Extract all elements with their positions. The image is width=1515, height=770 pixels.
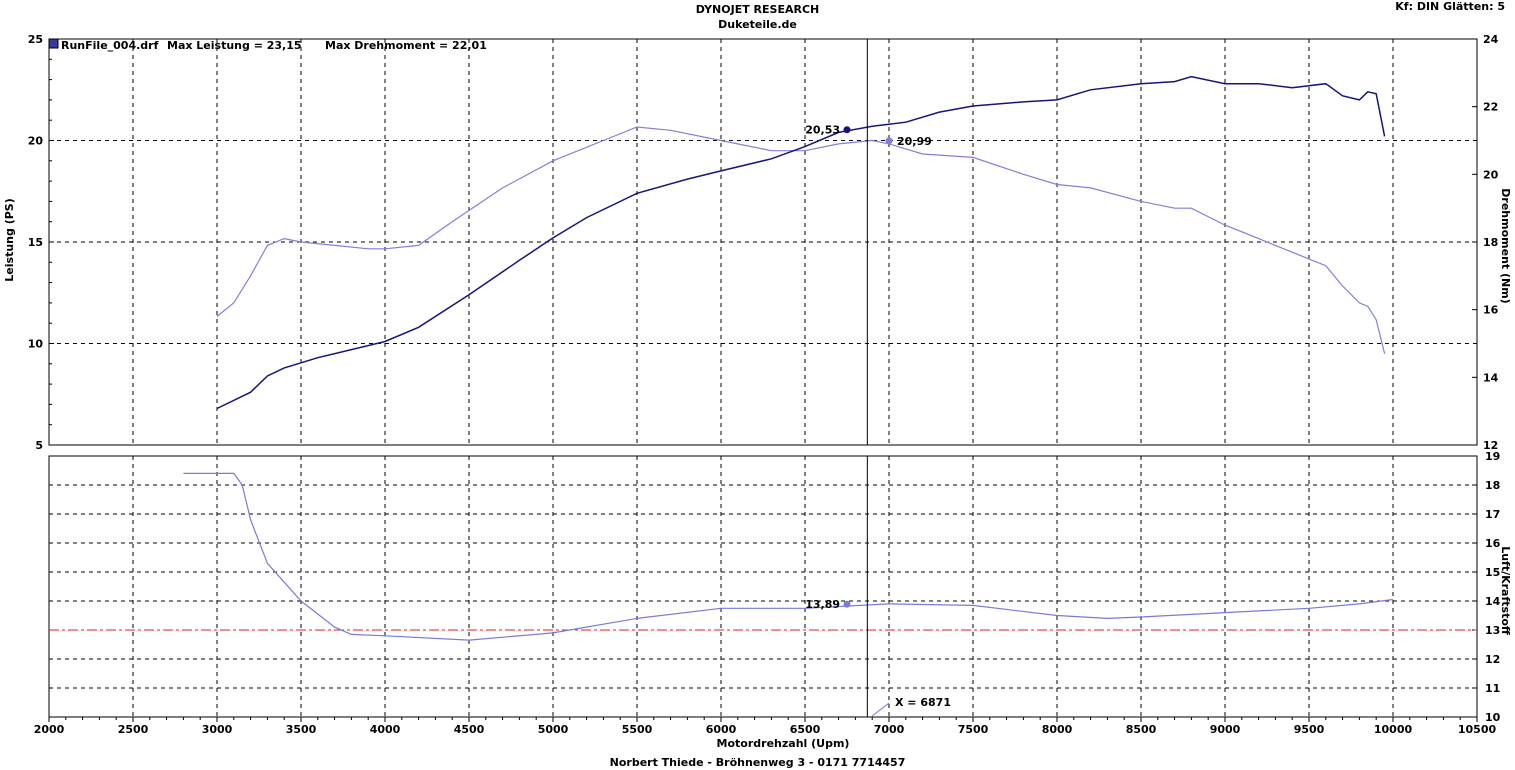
- y2-tick-label: 12: [1483, 439, 1498, 452]
- x-tick-label: 6000: [706, 723, 737, 736]
- power-marker-label: 20,53: [805, 124, 840, 137]
- legend-max-power: Max Leistung = 23,15: [167, 39, 302, 52]
- y2-tick-label: 22: [1483, 101, 1498, 114]
- legend-max-torque: Max Drehmoment = 22,01: [325, 39, 487, 52]
- afr-panel: 2000 2500 3000 3500 4000 4500 5000 5500 6000 6500…: [34, 450, 1512, 750]
- afr-tick-label: 18: [1485, 479, 1500, 492]
- afr-axis-label: Luft/Kraftstoff: [1499, 546, 1512, 635]
- torque-marker: [885, 137, 893, 145]
- bottom-panel-frame: [48, 455, 1478, 718]
- x-tick-label: 9500: [1294, 723, 1325, 736]
- x-tick-label: 4000: [370, 723, 401, 736]
- x-tick-label: 5000: [538, 723, 569, 736]
- y2-axis-label: Drehmoment (Nm): [1499, 188, 1512, 303]
- afr-tick-label: 17: [1485, 508, 1500, 521]
- y-tick-label: 25: [28, 33, 43, 46]
- afr-tick-label: 19: [1485, 450, 1500, 463]
- y-tick-label: 10: [28, 338, 44, 351]
- x-tick-label: 2000: [34, 723, 65, 736]
- afr-tick-label: 10: [1485, 711, 1501, 724]
- torque-marker-label: 20,99: [897, 135, 932, 148]
- afr-marker-label: 13,89: [805, 598, 840, 611]
- x-tick-label: 2500: [118, 723, 149, 736]
- y-tick-label: 5: [35, 439, 43, 452]
- cursor-readout-leader: [871, 702, 890, 717]
- cursor-readout: X = 6871: [895, 696, 951, 709]
- settings-readout: Kf: DIN Glätten: 5: [1395, 0, 1505, 13]
- chart-subtitle: Duketeile.de: [718, 18, 797, 31]
- x-tick-label: 7500: [958, 723, 989, 736]
- x-tick-label: 7000: [874, 723, 905, 736]
- x-tick-label: 6500: [790, 723, 821, 736]
- torque-line: [216, 126, 1386, 354]
- chart-title: DYNOJET RESEARCH: [695, 3, 820, 16]
- x-tick-label: 3500: [286, 723, 317, 736]
- chart-footer: Norbert Thiede - Bröhnenweg 3 - 0171 771…: [609, 756, 906, 769]
- y2-tick-label: 16: [1483, 304, 1499, 317]
- x-tick-label: 8500: [1126, 723, 1157, 736]
- x-tick-label: 4500: [454, 723, 485, 736]
- x-tick-label: 8000: [1042, 723, 1073, 736]
- afr-tick-label: 14: [1485, 595, 1501, 608]
- y2-tick-label: 24: [1483, 33, 1499, 46]
- x-axis-label: Motordrehzahl (Upm): [717, 737, 850, 750]
- afr-line: [183, 472, 1394, 641]
- y2-tick-label: 20: [1483, 168, 1499, 181]
- y-axis-label: Leistung (PS): [3, 198, 16, 281]
- legend-runfile: RunFile_004.drf: [61, 39, 159, 52]
- afr-tick-label: 16: [1485, 537, 1501, 550]
- legend-swatch: [48, 38, 59, 49]
- y-tick-label: 15: [28, 236, 43, 249]
- afr-marker: [843, 600, 851, 608]
- y-tick-label: 20: [28, 135, 44, 148]
- afr-tick-label: 11: [1485, 682, 1500, 695]
- x-tick-label: 10000: [1374, 723, 1413, 736]
- afr-tick-label: 12: [1485, 653, 1500, 666]
- y2-tick-label: 14: [1483, 371, 1499, 384]
- x-tick-label: 9000: [1210, 723, 1241, 736]
- power-marker: [843, 126, 851, 134]
- power-torque-panel: 5 10 15 20 25 Leistung (PS) 12 14 16 18 20 22 24 Dreh…: [3, 33, 1512, 452]
- x-tick-label: 10500: [1458, 723, 1497, 736]
- afr-tick-label: 15: [1485, 566, 1500, 579]
- x-tick-label: 5500: [622, 723, 653, 736]
- y2-tick-label: 18: [1483, 236, 1498, 249]
- x-tick-label: 3000: [202, 723, 233, 736]
- power-line: [216, 75, 1386, 410]
- afr-tick-label: 13: [1485, 624, 1500, 637]
